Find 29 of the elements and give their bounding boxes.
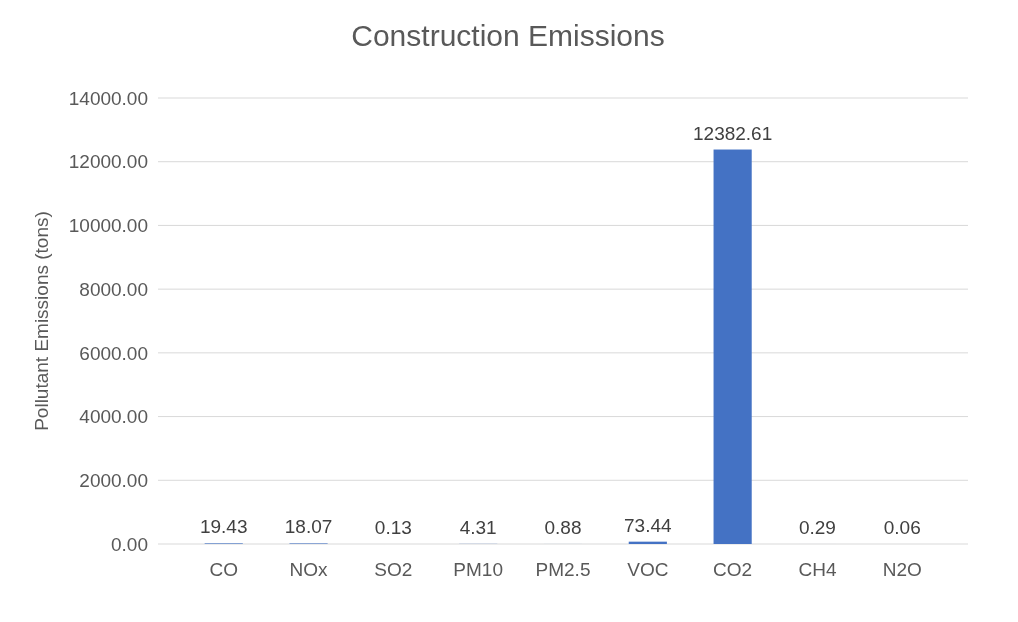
x-tick-label: VOC bbox=[627, 559, 669, 580]
y-axis-title: Pollutant Emissions (tons) bbox=[31, 211, 52, 431]
x-tick-label: CH4 bbox=[798, 559, 837, 580]
y-tick-label: 6000.00 bbox=[79, 342, 148, 364]
x-tick-label: SO2 bbox=[374, 559, 413, 580]
bar bbox=[713, 149, 752, 544]
y-tick-label: 0.00 bbox=[111, 533, 148, 555]
x-tick-label: N2O bbox=[882, 559, 922, 580]
x-tick-label: PM10 bbox=[453, 559, 503, 580]
x-tick-label: CO bbox=[209, 559, 238, 580]
x-tick-label: CO2 bbox=[713, 559, 753, 580]
y-tick-label: 8000.00 bbox=[79, 278, 148, 300]
data-label: 18.07 bbox=[284, 516, 333, 538]
data-label: 19.43 bbox=[199, 516, 248, 538]
data-label: 73.44 bbox=[624, 514, 673, 536]
x-tick-label: PM2.5 bbox=[535, 559, 591, 580]
data-label: 0.29 bbox=[798, 516, 836, 538]
data-label: 12382.61 bbox=[693, 122, 773, 144]
data-label: 0.13 bbox=[374, 517, 412, 538]
data-label: 4.31 bbox=[459, 516, 497, 538]
y-tick-label: 10000.00 bbox=[68, 215, 148, 237]
chart-title: Construction Emissions bbox=[351, 19, 665, 52]
data-label: 0.06 bbox=[883, 517, 921, 538]
y-tick-label: 2000.00 bbox=[79, 469, 148, 491]
data-label: 0.88 bbox=[544, 516, 582, 538]
y-tick-label: 4000.00 bbox=[79, 406, 148, 428]
x-tick-label: NOx bbox=[289, 559, 329, 580]
y-tick-label: 12000.00 bbox=[68, 151, 148, 173]
y-tick-label: 14000.00 bbox=[68, 87, 148, 109]
